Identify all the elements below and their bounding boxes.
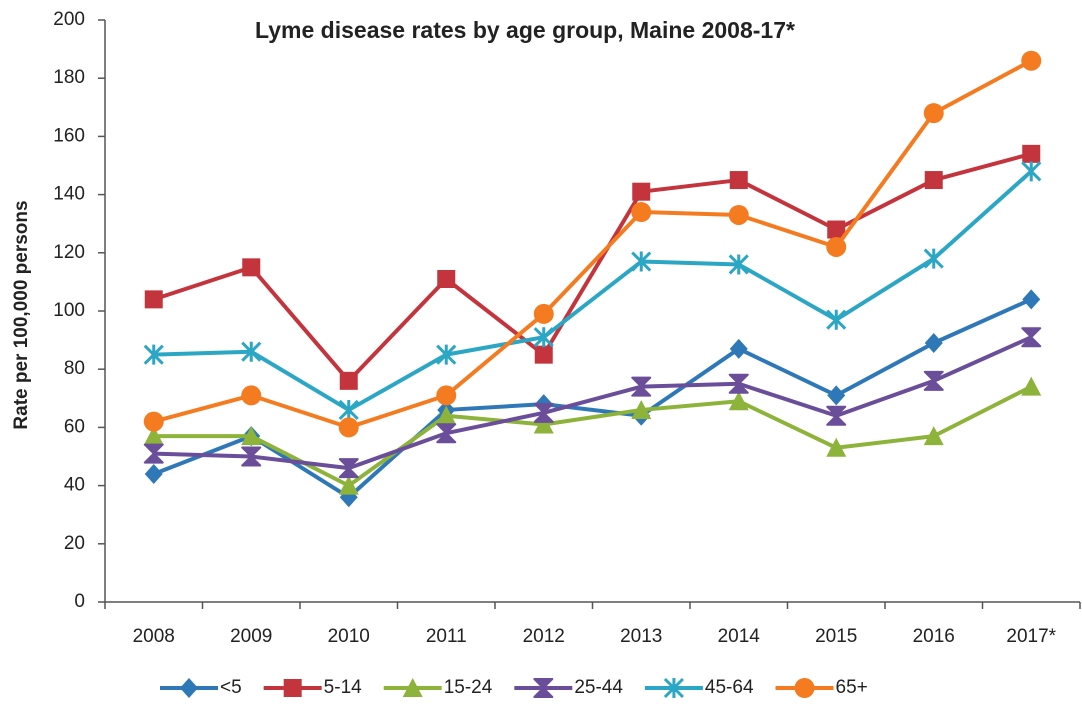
series-line xyxy=(153,58,1033,430)
data-point xyxy=(826,236,847,257)
series-line xyxy=(153,151,1032,383)
x-tick-label: 2010 xyxy=(328,626,370,647)
legend-label: 25-44 xyxy=(574,677,623,698)
data-point xyxy=(826,437,847,457)
y-tick-label: 120 xyxy=(53,242,85,263)
data-point xyxy=(339,371,358,390)
data-point xyxy=(923,103,944,124)
x-tick-label: 2014 xyxy=(718,626,761,647)
y-tick-label: 20 xyxy=(64,533,85,554)
data-point xyxy=(631,376,652,397)
y-tick-label: 60 xyxy=(64,416,85,437)
data-point xyxy=(436,344,457,365)
data-point xyxy=(144,463,163,484)
data-point xyxy=(923,426,944,446)
data-point xyxy=(1022,289,1041,310)
legend-marker xyxy=(533,678,554,698)
data-point xyxy=(1021,327,1042,348)
legend-label: 5-14 xyxy=(324,677,362,698)
data-point xyxy=(1022,144,1041,163)
data-point xyxy=(241,341,262,362)
data-point xyxy=(632,182,651,201)
data-point xyxy=(729,338,748,359)
data-point xyxy=(338,458,359,479)
data-point xyxy=(728,391,749,411)
legend-marker xyxy=(180,678,198,698)
series-line xyxy=(153,335,1033,471)
x-tick-label: 2016 xyxy=(913,626,955,647)
data-point xyxy=(241,385,262,406)
data-point xyxy=(533,402,554,423)
data-point xyxy=(827,220,846,239)
y-tick-label: 180 xyxy=(53,67,85,88)
data-point xyxy=(923,370,944,391)
legend-label: 65+ xyxy=(836,677,868,698)
y-tick-label: 140 xyxy=(53,184,85,205)
data-point xyxy=(143,344,164,365)
x-tick-label: 2017* xyxy=(1006,626,1056,647)
y-tick-label: 80 xyxy=(64,358,85,379)
data-point xyxy=(241,426,262,446)
data-point xyxy=(144,290,163,309)
series-line xyxy=(153,297,1033,500)
series-line xyxy=(153,169,1033,412)
legend-marker xyxy=(663,677,684,699)
y-axis-label: Rate per 100,000 persons xyxy=(11,200,32,429)
x-tick-label: 2011 xyxy=(426,626,467,647)
data-point xyxy=(924,171,943,190)
y-tick-label: 0 xyxy=(74,591,85,612)
data-point xyxy=(631,399,652,419)
data-point xyxy=(436,405,457,425)
x-tick-label: 2008 xyxy=(133,626,175,647)
legend-marker xyxy=(402,678,423,697)
data-point xyxy=(242,258,261,277)
legend-marker xyxy=(794,678,815,698)
data-point xyxy=(826,309,847,330)
data-point xyxy=(533,303,554,324)
data-point xyxy=(533,414,554,434)
data-point xyxy=(338,399,359,421)
legend-marker xyxy=(283,679,302,697)
data-point xyxy=(631,202,652,223)
data-point xyxy=(143,411,164,432)
data-point xyxy=(143,443,164,464)
data-point xyxy=(437,269,456,288)
data-point xyxy=(143,426,164,446)
y-tick-label: 40 xyxy=(64,475,85,496)
data-point xyxy=(436,385,457,406)
data-point xyxy=(728,204,749,225)
y-tick-label: 100 xyxy=(53,300,85,321)
data-point xyxy=(338,417,359,438)
data-point xyxy=(729,171,748,190)
x-tick-label: 2013 xyxy=(620,626,662,647)
data-point xyxy=(533,327,554,348)
data-point xyxy=(1021,376,1042,396)
data-point xyxy=(728,373,749,394)
chart-title: Lyme disease rates by age group, Maine 2… xyxy=(255,17,795,43)
x-tick-label: 2015 xyxy=(815,626,857,647)
data-point xyxy=(924,333,943,354)
legend-label: <5 xyxy=(220,677,242,698)
data-point xyxy=(436,423,457,444)
y-tick-label: 160 xyxy=(53,125,85,146)
legend-label: 45-64 xyxy=(705,677,754,698)
data-point xyxy=(534,345,553,364)
legend-label: 15-24 xyxy=(444,677,493,698)
x-tick-label: 2012 xyxy=(523,626,565,647)
x-tick-label: 2009 xyxy=(230,626,272,647)
data-point xyxy=(338,475,359,495)
data-point xyxy=(923,248,944,269)
y-tick-label: 200 xyxy=(53,9,85,30)
data-point xyxy=(827,385,846,406)
data-point xyxy=(826,405,847,426)
data-point xyxy=(241,446,262,467)
data-point xyxy=(728,254,749,275)
data-point xyxy=(1021,50,1042,71)
data-point xyxy=(631,251,652,272)
data-point xyxy=(1021,161,1042,182)
